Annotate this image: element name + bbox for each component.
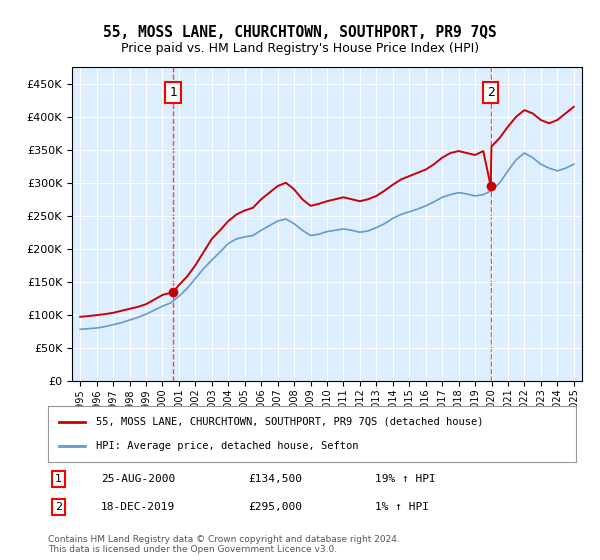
Text: HPI: Average price, detached house, Sefton: HPI: Average price, detached house, Seft… (95, 441, 358, 451)
Text: 18-DEC-2019: 18-DEC-2019 (101, 502, 175, 512)
Text: Contains HM Land Registry data © Crown copyright and database right 2024.
This d: Contains HM Land Registry data © Crown c… (48, 535, 400, 554)
Text: 55, MOSS LANE, CHURCHTOWN, SOUTHPORT, PR9 7QS (detached house): 55, MOSS LANE, CHURCHTOWN, SOUTHPORT, PR… (95, 417, 483, 427)
Text: 2: 2 (55, 502, 62, 512)
Text: 1% ↑ HPI: 1% ↑ HPI (376, 502, 430, 512)
Text: 55, MOSS LANE, CHURCHTOWN, SOUTHPORT, PR9 7QS: 55, MOSS LANE, CHURCHTOWN, SOUTHPORT, PR… (103, 25, 497, 40)
Text: 1: 1 (55, 474, 62, 484)
Text: 25-AUG-2000: 25-AUG-2000 (101, 474, 175, 484)
Text: 2: 2 (487, 86, 494, 99)
Text: Price paid vs. HM Land Registry's House Price Index (HPI): Price paid vs. HM Land Registry's House … (121, 42, 479, 55)
Text: 19% ↑ HPI: 19% ↑ HPI (376, 474, 436, 484)
Text: £295,000: £295,000 (248, 502, 302, 512)
Text: £134,500: £134,500 (248, 474, 302, 484)
Text: 1: 1 (169, 86, 177, 99)
